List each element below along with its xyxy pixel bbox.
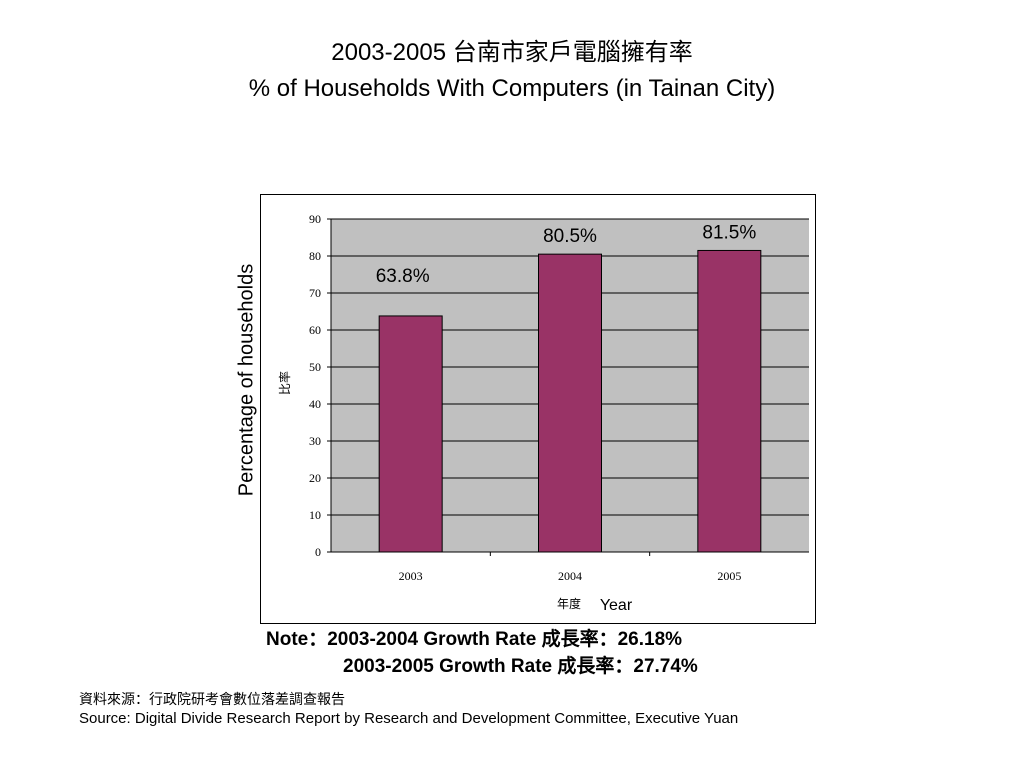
source-zh: 資料來源：行政院研考會數位落差調查報告 [79, 692, 345, 708]
y-tick-label: 20 [309, 471, 321, 485]
x-tick-label: 2005 [717, 569, 741, 583]
bar-2005 [697, 249, 762, 553]
chart-frame: 0 10 20 30 40 50 60 70 80 90 63.8% 2003 80.5% 2004 81.… [260, 194, 816, 624]
x-axis-label-zh: 年度 [557, 596, 581, 611]
y-tick-label: 70 [309, 286, 321, 300]
y-tick-label: 40 [309, 397, 321, 411]
y-tick-label: 10 [309, 508, 321, 522]
y-tick-label: 80 [309, 249, 321, 263]
y-tick-label: 50 [309, 360, 321, 374]
x-tick-label: 2003 [399, 569, 423, 583]
growth-note-line2: 2003-2005 Growth Rate 成長率：27.74% [343, 656, 698, 677]
chart-title-en: % of Households With Computers (in Taina… [248, 75, 776, 102]
x-axis-label-en: Year [600, 597, 633, 614]
x-tick-label: 2004 [558, 569, 582, 583]
y-tick-label: 30 [309, 434, 321, 448]
bar-2003 [378, 315, 443, 553]
y-axis-label-zh: 比率 [277, 371, 292, 395]
bar-chart: 0 10 20 30 40 50 60 70 80 90 63.8% 2003 80.5% 2004 81.… [277, 212, 809, 614]
bar-2004 [538, 253, 602, 553]
y-tick-label: 0 [315, 545, 321, 559]
data-label-2003: 63.8% [376, 266, 430, 287]
source-en: Source: Digital Divide Research Report b… [79, 710, 739, 727]
y-tick-label: 90 [309, 212, 321, 226]
data-label-2004: 80.5% [543, 226, 597, 247]
y-axis-label-en: Percentage of households [235, 263, 258, 497]
y-tick-label: 60 [309, 323, 321, 337]
data-label-2005: 81.5% [702, 222, 756, 243]
growth-note-line1: Note：2003-2004 Growth Rate 成長率：26.18% [266, 629, 683, 650]
chart-title-zh: 2003-2005 台南市家戶電腦擁有率 [331, 39, 693, 66]
